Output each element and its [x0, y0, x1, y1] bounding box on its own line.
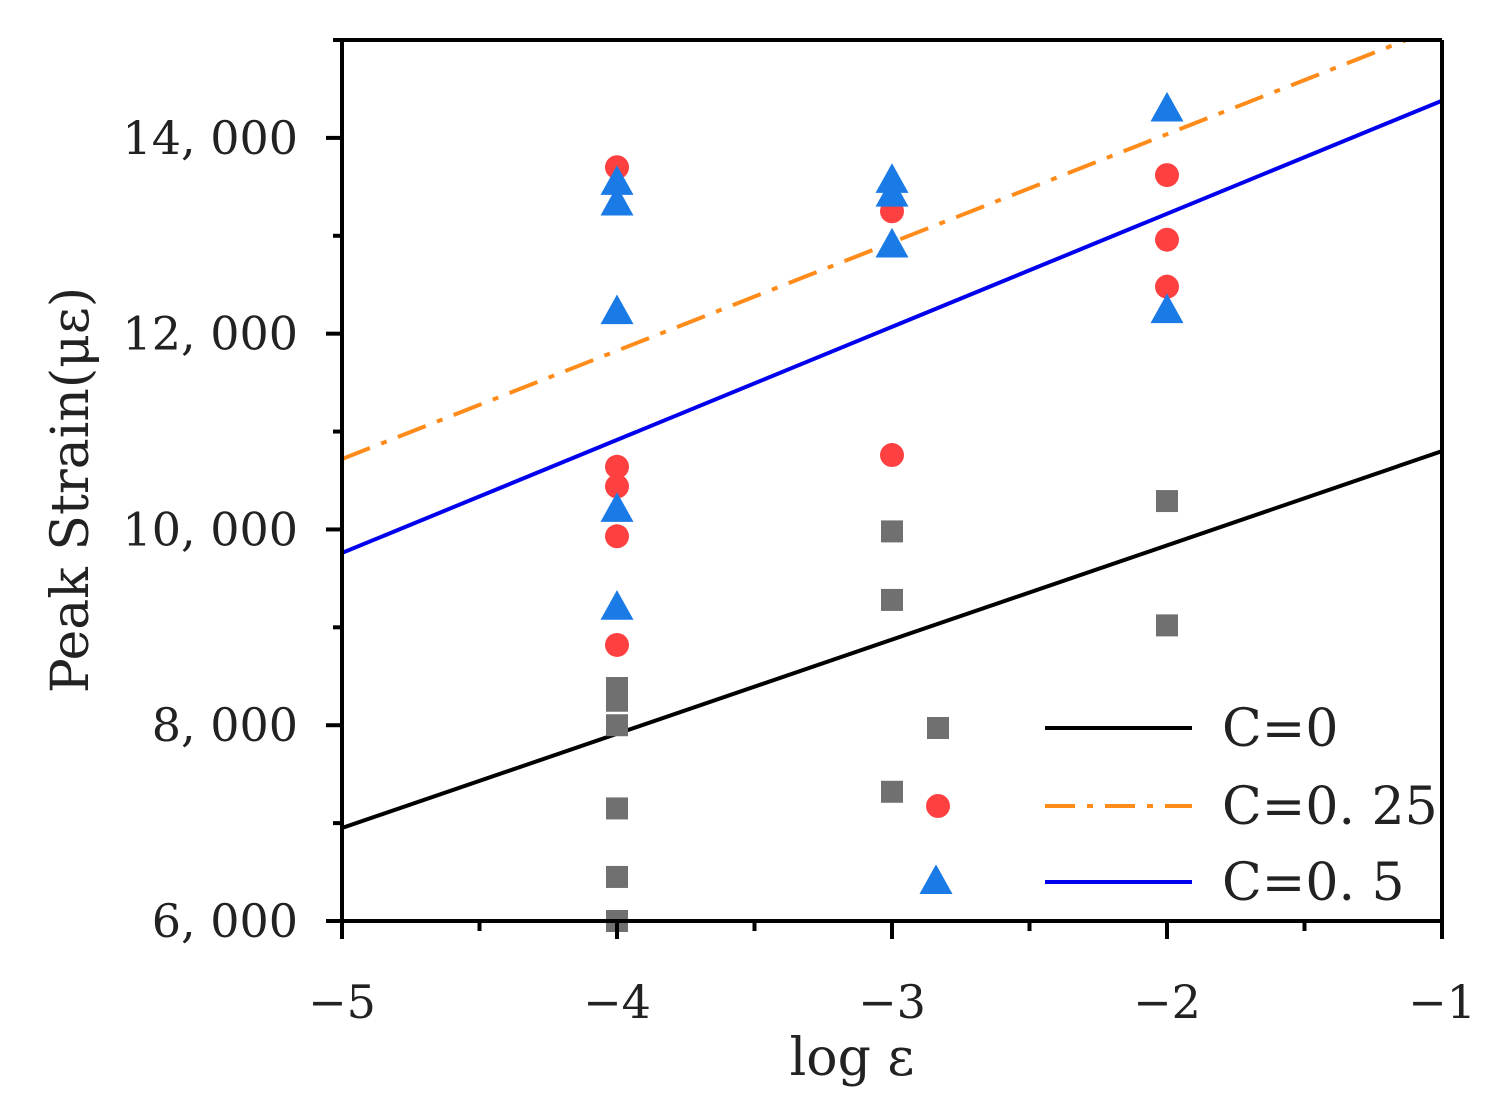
y-tick-label: 14, 000 — [122, 111, 298, 165]
data-point-series-0-2 — [606, 797, 628, 819]
data-point-series-1-1 — [605, 524, 629, 548]
data-point-series-0-1 — [606, 866, 628, 888]
data-point-series-1-9 — [1155, 163, 1179, 187]
x-tick-label: −4 — [583, 975, 651, 1029]
data-point-series-1-0 — [605, 633, 629, 657]
data-point-series-2-9 — [1151, 92, 1184, 122]
data-point-series-2-7 — [876, 163, 909, 193]
legend: C=0 C=0. 25 C=0. 5 — [920, 699, 1438, 913]
data-point-series-2-5 — [876, 228, 909, 258]
peak-strain-chart: −5 −4 −3 −2 −1 6, 000 8, 000 10, 000 12, 000 14, … — [0, 0, 1492, 1115]
chart-stage: −5 −4 −3 −2 −1 6, 000 8, 000 10, 000 12, 000 14, … — [0, 0, 1492, 1115]
data-point-series-0-9 — [1156, 614, 1178, 636]
data-point-series-2-2 — [601, 294, 634, 324]
y-tick-label: 12, 000 — [122, 307, 298, 361]
x-tick-label: −1 — [1408, 975, 1476, 1029]
data-point-series-1-3 — [605, 455, 629, 479]
fit-line-series-0 — [342, 451, 1442, 828]
data-point-series-0-7 — [881, 589, 903, 611]
x-tick-label: −5 — [308, 975, 376, 1029]
data-point-series-0-8 — [881, 520, 903, 542]
data-point-series-0-6 — [881, 781, 903, 803]
legend-marker-1 — [926, 794, 950, 818]
legend-label-1: C=0. 25 — [1222, 777, 1438, 837]
data-point-series-1-5 — [880, 443, 904, 467]
legend-marker-0 — [927, 717, 949, 739]
y-tick-label: 8, 000 — [152, 698, 298, 752]
data-point-series-0-3 — [606, 714, 628, 736]
data-point-series-2-0 — [601, 590, 634, 620]
y-axis-title: Peak Strain(με) — [41, 287, 101, 693]
x-tick-label: −2 — [1133, 975, 1201, 1029]
data-point-series-2-8 — [1151, 293, 1184, 323]
legend-label-0: C=0 — [1222, 699, 1338, 759]
legend-label-2: C=0. 5 — [1222, 853, 1405, 913]
legend-marker-2 — [920, 864, 953, 894]
data-point-series-0-10 — [1156, 490, 1178, 512]
x-tick-label: −3 — [858, 975, 926, 1029]
data-point-series-0-5 — [606, 677, 628, 699]
data-points-layer — [601, 92, 1184, 932]
y-tick-label: 10, 000 — [122, 502, 298, 556]
x-axis-title: log ε — [790, 1028, 915, 1088]
data-point-series-1-8 — [1155, 228, 1179, 252]
data-point-series-2-1 — [601, 492, 634, 522]
y-tick-label: 6, 000 — [152, 894, 298, 948]
fit-line-series-1 — [342, 40, 1406, 459]
